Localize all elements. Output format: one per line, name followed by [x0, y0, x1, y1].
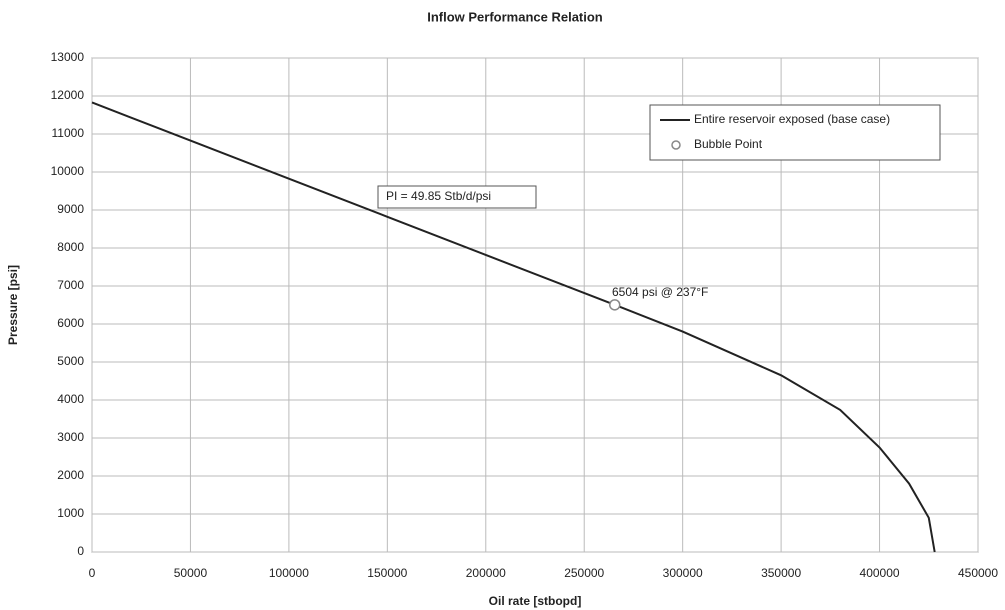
x-tick-label: 0	[89, 566, 96, 580]
legend-swatch	[671, 140, 681, 150]
x-tick-label: 100000	[269, 566, 309, 580]
y-tick-label: 7000	[57, 278, 84, 292]
x-tick-label: 400000	[860, 566, 900, 580]
y-tick-label: 10000	[51, 164, 85, 178]
y-tick-label: 2000	[57, 468, 84, 482]
y-axis-label: Pressure [psi]	[6, 265, 20, 345]
y-tick-label: 8000	[57, 240, 84, 254]
y-tick-label: 9000	[57, 202, 84, 216]
y-tick-label: 11000	[52, 126, 85, 140]
x-tick-label: 150000	[367, 566, 407, 580]
annotation: PI = 49.85 Stb/d/psi	[386, 189, 491, 203]
y-tick-label: 4000	[57, 392, 84, 406]
y-tick-label: 5000	[57, 354, 84, 368]
x-tick-label: 200000	[466, 566, 506, 580]
ipr-curve	[91, 101, 936, 553]
legend-label: Bubble Point	[694, 137, 763, 151]
chart-title: Inflow Performance Relation	[427, 9, 603, 24]
x-tick-label: 50000	[174, 566, 208, 580]
x-tick-label: 250000	[564, 566, 604, 580]
annotation: 6504 psi @ 237°F	[612, 285, 708, 299]
y-tick-label: 6000	[57, 316, 84, 330]
y-tick-label: 13000	[51, 50, 85, 64]
bubble-point	[608, 299, 621, 311]
annotation-box	[377, 185, 537, 209]
x-tick-label: 350000	[761, 566, 801, 580]
legend-label: Entire reservoir exposed (base case)	[694, 112, 890, 126]
y-tick-label: 12000	[51, 88, 85, 102]
x-tick-label: 300000	[663, 566, 703, 580]
legend-box	[649, 104, 941, 161]
x-tick-label: 450000	[958, 566, 998, 580]
y-tick-label: 1000	[57, 506, 84, 520]
y-tick-label: 3000	[57, 430, 84, 444]
x-axis-label: Oil rate [stbopd]	[489, 594, 582, 608]
y-tick-label: 0	[77, 544, 84, 558]
